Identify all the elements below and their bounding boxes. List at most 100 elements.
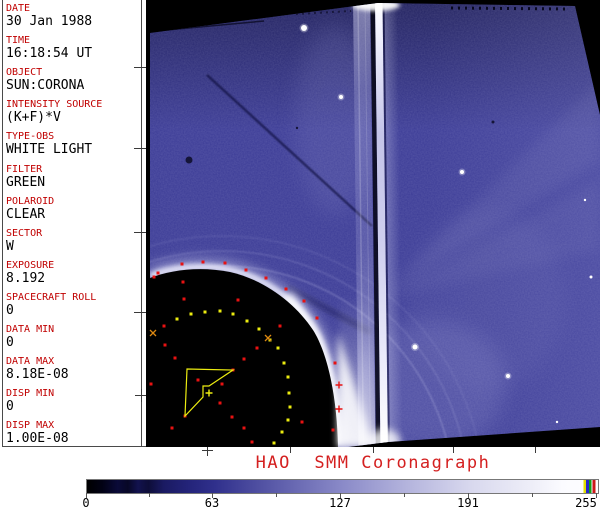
field-label: EXPOSURE xyxy=(6,259,55,271)
red-cross-marker xyxy=(335,405,343,413)
red-fiducial-dot xyxy=(242,426,246,430)
red-fiducial-dot xyxy=(163,343,167,347)
star-point xyxy=(583,198,587,202)
image-axis-left xyxy=(141,0,142,447)
yellow-fiducial-dot xyxy=(280,430,284,434)
yellow-cross-marker xyxy=(205,389,213,397)
field-label: DISP MIN xyxy=(6,388,55,400)
red-fiducial-dot xyxy=(180,262,184,266)
yellow-fiducial-dot xyxy=(288,405,292,409)
field-value: 8.192 xyxy=(6,270,46,286)
field-value: 0 xyxy=(6,399,14,415)
field-intensity-source: INTENSITY SOURCE (K+F)*V xyxy=(6,99,144,125)
red-fiducial-dot xyxy=(162,324,166,328)
yellow-fiducial-dot xyxy=(282,361,286,365)
plot-title: HAO SMM Coronagraph xyxy=(255,453,491,473)
field-filter: FILTER GREEN xyxy=(6,164,144,190)
pylon-diffraction-column xyxy=(353,3,403,447)
field-polaroid: POLAROID CLEAR xyxy=(6,196,144,222)
red-fiducial-dot xyxy=(182,297,186,301)
red-fiducial-dot xyxy=(315,316,319,320)
field-spacecraft-roll: SPACECRAFT ROLL 0 xyxy=(6,292,144,318)
colorbar-tick-label: 127 xyxy=(329,496,351,510)
left-axis-tick xyxy=(134,232,146,233)
metadata-panel: DATE 30 Jan 1988 TIME 16:18:54 UT OBJECT SUN:… xyxy=(0,0,146,447)
bottom-axis-plus xyxy=(207,445,208,456)
field-object: OBJECT SUN:CORONA xyxy=(6,67,144,93)
red-fiducial-dot xyxy=(284,287,288,291)
yellow-fiducial-dot xyxy=(286,375,290,379)
star-point xyxy=(589,275,593,279)
field-value: 8.18E-08 xyxy=(6,367,69,383)
field-value: (K+F)*V xyxy=(6,110,61,126)
red-fiducial-dot xyxy=(156,271,160,275)
yellow-fiducial-dot xyxy=(231,312,235,316)
red-fiducial-dot xyxy=(181,280,185,284)
colorbar-tick-label: 0 xyxy=(82,496,90,510)
yellow-fiducial-dot xyxy=(272,441,276,445)
yellow-fiducial-dot xyxy=(245,319,249,323)
colorbar-minor-tick xyxy=(404,493,405,497)
colorbar-major-tick xyxy=(212,493,213,498)
field-value: CLEAR xyxy=(6,206,46,222)
colorbar-tick-label: 191 xyxy=(457,496,479,510)
bottom-axis-tick xyxy=(453,447,454,453)
orange-x-marker xyxy=(264,334,272,342)
yellow-fiducial-dot xyxy=(287,391,291,395)
red-fiducial-dot xyxy=(244,268,248,272)
diagonal-shadow xyxy=(206,74,373,227)
field-value: W xyxy=(6,238,14,254)
red-fiducial-dot xyxy=(255,346,259,350)
field-label: POLAROID xyxy=(6,195,55,207)
field-data-min: DATA MIN 0 xyxy=(6,324,144,350)
yellow-fiducial-dot xyxy=(286,418,290,422)
fiducial-markers xyxy=(149,23,593,445)
window-left-border xyxy=(2,0,3,446)
field-label: FILTER xyxy=(6,163,43,175)
red-fiducial-dot xyxy=(218,401,222,405)
red-fiducial-dot xyxy=(230,415,234,419)
yellow-fiducial-dot xyxy=(203,310,207,314)
colorbar-major-tick xyxy=(468,493,469,498)
red-fiducial-dot xyxy=(223,261,227,265)
field-value: 16:18:54 UT xyxy=(6,46,93,62)
field-label: DATE xyxy=(6,3,31,14)
dark-spot xyxy=(491,120,495,124)
coronagraph-image xyxy=(146,0,600,447)
red-fiducial-dot xyxy=(196,378,200,382)
star-point xyxy=(506,374,510,378)
field-label: DISP MAX xyxy=(6,420,55,432)
colorbar-major-tick xyxy=(596,493,597,498)
field-disp-min: DISP MIN 0 xyxy=(6,388,144,414)
colorbar-major-tick xyxy=(86,493,87,498)
yellow-fiducial-dot xyxy=(175,317,179,321)
star-point xyxy=(555,420,559,424)
red-fiducial-dot xyxy=(264,276,268,280)
bottom-axis-tick xyxy=(290,447,291,453)
field-data-max: DATA MAX 8.18E-08 xyxy=(6,356,144,382)
edge-artifact xyxy=(450,6,567,11)
yellow-fiducial-dot xyxy=(276,346,280,350)
red-cross-marker xyxy=(335,381,343,389)
yellow-fiducial-dot xyxy=(218,309,222,313)
red-fiducial-dot xyxy=(278,324,282,328)
orange-x-marker xyxy=(149,329,157,337)
overlay-polygon xyxy=(184,368,235,418)
red-fiducial-dot xyxy=(201,260,205,264)
red-fiducial-dot xyxy=(333,361,337,365)
left-axis-tick xyxy=(134,148,146,149)
field-label: DATA MIN xyxy=(6,324,55,335)
field-label: OBJECT xyxy=(6,67,43,79)
field-time: TIME 16:18:54 UT xyxy=(6,35,144,61)
field-date: DATE 30 Jan 1988 xyxy=(6,3,144,29)
red-fiducial-dot xyxy=(302,299,306,303)
field-value: GREEN xyxy=(6,174,46,190)
field-value: WHITE LIGHT xyxy=(6,142,93,158)
colorbar-major-tick xyxy=(340,493,341,498)
red-fiducial-dot xyxy=(300,420,304,424)
left-axis-tick xyxy=(134,312,146,313)
field-value: 30 Jan 1988 xyxy=(6,14,93,29)
yellow-fiducial-dot xyxy=(189,312,193,316)
field-label: SECTOR xyxy=(6,227,43,239)
